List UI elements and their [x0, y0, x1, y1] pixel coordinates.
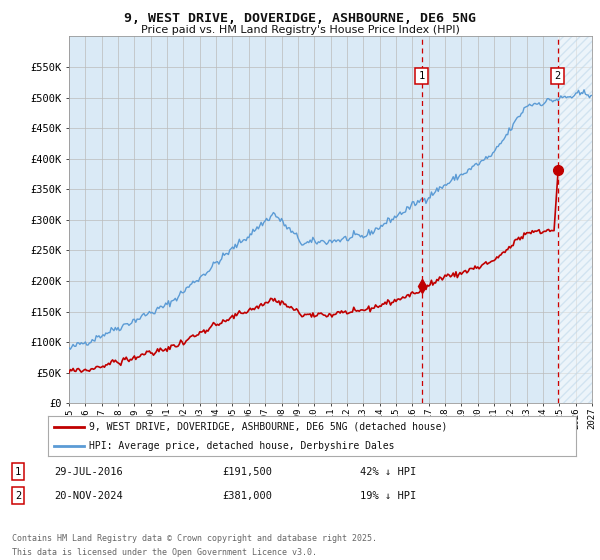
Text: 42% ↓ HPI: 42% ↓ HPI	[360, 466, 416, 477]
Text: This data is licensed under the Open Government Licence v3.0.: This data is licensed under the Open Gov…	[12, 548, 317, 557]
Text: HPI: Average price, detached house, Derbyshire Dales: HPI: Average price, detached house, Derb…	[89, 441, 395, 450]
Text: 1: 1	[15, 466, 21, 477]
Text: Contains HM Land Registry data © Crown copyright and database right 2025.: Contains HM Land Registry data © Crown c…	[12, 534, 377, 543]
Text: £381,000: £381,000	[222, 491, 272, 501]
Text: 2: 2	[554, 71, 561, 81]
Text: Price paid vs. HM Land Registry's House Price Index (HPI): Price paid vs. HM Land Registry's House …	[140, 25, 460, 35]
Text: 2: 2	[15, 491, 21, 501]
Text: 19% ↓ HPI: 19% ↓ HPI	[360, 491, 416, 501]
Text: £191,500: £191,500	[222, 466, 272, 477]
Text: 9, WEST DRIVE, DOVERIDGE, ASHBOURNE, DE6 5NG (detached house): 9, WEST DRIVE, DOVERIDGE, ASHBOURNE, DE6…	[89, 422, 448, 432]
Text: 29-JUL-2016: 29-JUL-2016	[54, 466, 123, 477]
Text: 20-NOV-2024: 20-NOV-2024	[54, 491, 123, 501]
Text: 9, WEST DRIVE, DOVERIDGE, ASHBOURNE, DE6 5NG: 9, WEST DRIVE, DOVERIDGE, ASHBOURNE, DE6…	[124, 12, 476, 25]
Bar	[558, 36, 592, 403]
Text: 1: 1	[419, 71, 425, 81]
